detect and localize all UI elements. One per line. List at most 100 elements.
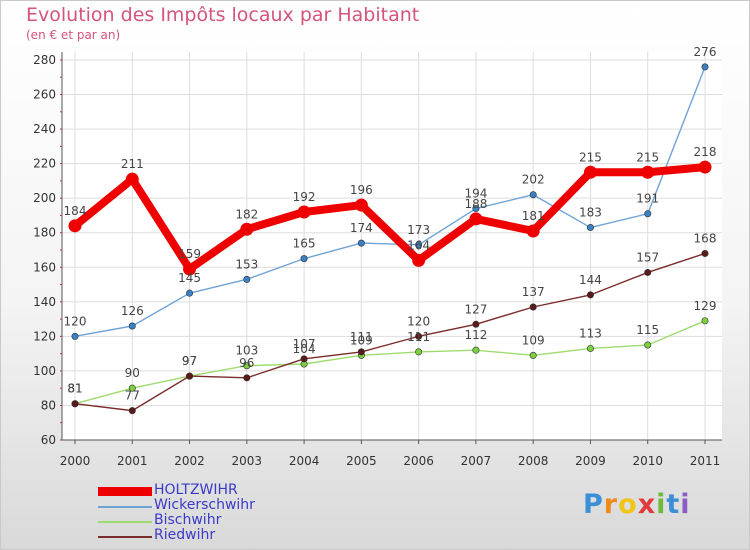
x-tick-label: 2003 <box>232 454 263 468</box>
data-point-riedwihr <box>357 348 365 356</box>
data-label-riedwihr: 127 <box>464 302 487 316</box>
data-label-holtzwihr: 181 <box>522 209 545 223</box>
data-label-bischwihr: 103 <box>235 344 258 358</box>
data-point-holtzwihr <box>297 205 311 219</box>
y-tick-label: 60 <box>41 433 56 447</box>
y-tick-label: 140 <box>33 295 56 309</box>
chart-subtitle: (en € et par an) <box>26 28 121 42</box>
data-point-bischwihr <box>644 341 652 349</box>
legend-swatch-holtzwihr <box>98 487 152 496</box>
data-point-holtzwihr <box>125 172 139 186</box>
data-label-bischwihr: 129 <box>694 299 717 313</box>
logo-letter: i <box>680 489 691 520</box>
data-label-wickerschwihr: 194 <box>464 187 487 201</box>
legend-swatch-bischwihr <box>98 521 152 523</box>
x-tick-label: 2001 <box>117 454 148 468</box>
legend-item-holtzwihr[interactable]: HOLTZWIHR <box>98 482 318 499</box>
data-point-wickerschwihr <box>472 205 480 213</box>
data-label-holtzwihr: 182 <box>235 207 258 221</box>
data-label-bischwihr: 113 <box>579 326 602 340</box>
data-label-holtzwihr: 159 <box>178 247 201 261</box>
data-label-holtzwihr: 192 <box>293 190 316 204</box>
data-point-riedwihr <box>186 372 194 380</box>
data-point-riedwihr <box>415 332 423 340</box>
data-label-wickerschwihr: 120 <box>64 314 87 328</box>
data-label-bischwihr: 109 <box>350 333 373 347</box>
legend-item-bischwihr[interactable]: Bischwihr <box>98 512 318 529</box>
data-point-holtzwihr <box>698 160 712 174</box>
x-tick-label: 2009 <box>575 454 606 468</box>
data-label-riedwihr: 168 <box>694 231 717 245</box>
data-point-riedwihr <box>644 268 652 276</box>
data-label-riedwihr: 144 <box>579 273 602 287</box>
legend-swatch-wickerschwihr <box>98 506 152 508</box>
data-point-riedwihr <box>529 303 537 311</box>
data-point-bischwihr <box>415 348 423 356</box>
data-point-bischwihr <box>243 362 251 370</box>
data-point-riedwihr <box>243 374 251 382</box>
data-label-riedwihr: 107 <box>293 337 316 351</box>
proxiti-logo: Proxiti <box>583 489 691 520</box>
logo-letter: i <box>656 489 667 520</box>
y-tick-label: 280 <box>33 53 56 67</box>
series-line-holtzwihr <box>71 163 709 273</box>
data-label-riedwihr: 157 <box>636 250 659 264</box>
data-label-wickerschwihr: 145 <box>178 271 201 285</box>
series-line-wickerschwihr <box>74 66 706 338</box>
data-label-bischwihr: 90 <box>125 366 140 380</box>
data-label-riedwihr: 77 <box>125 389 140 403</box>
data-point-riedwihr <box>128 407 136 415</box>
data-point-wickerschwihr <box>186 289 194 297</box>
logo-letter: P <box>583 489 604 520</box>
data-point-wickerschwihr <box>415 241 423 249</box>
data-point-holtzwihr <box>583 165 597 179</box>
x-tick-label: 2008 <box>518 454 549 468</box>
series-line-bischwihr <box>74 320 706 405</box>
data-point-holtzwihr <box>354 198 368 212</box>
data-point-holtzwihr <box>183 262 197 276</box>
logo-letter: t <box>666 489 681 520</box>
data-point-holtzwihr <box>68 219 82 233</box>
y-tick-label: 260 <box>33 88 56 102</box>
data-point-wickerschwihr <box>644 210 652 218</box>
x-tick-label: 2006 <box>403 454 434 468</box>
data-label-riedwihr: 137 <box>522 285 545 299</box>
data-label-wickerschwihr: 202 <box>522 173 545 187</box>
x-tick-label: 2002 <box>174 454 205 468</box>
x-tick-label: 2010 <box>632 454 663 468</box>
data-point-riedwihr <box>701 249 709 257</box>
data-label-riedwihr: 81 <box>67 382 82 396</box>
data-label-wickerschwihr: 174 <box>350 221 373 235</box>
data-point-wickerschwihr <box>71 332 79 340</box>
chart-title: Evolution des Impôts locaux par Habitant <box>26 4 420 26</box>
y-tick-label: 240 <box>33 122 56 136</box>
legend-item-wickerschwihr[interactable]: Wickerschwihr <box>98 497 318 514</box>
data-label-holtzwihr: 211 <box>121 157 144 171</box>
legend-label: Wickerschwihr <box>154 497 255 513</box>
data-label-holtzwihr: 188 <box>464 197 487 211</box>
data-point-bischwihr <box>472 346 480 354</box>
legend-label: Bischwihr <box>154 512 222 528</box>
data-point-riedwihr <box>71 400 79 408</box>
data-point-wickerschwihr <box>357 239 365 247</box>
y-tick-label: 180 <box>33 226 56 240</box>
x-tick-label: 2005 <box>346 454 377 468</box>
legend-swatch-riedwihr <box>98 536 152 538</box>
data-label-wickerschwihr: 191 <box>636 192 659 206</box>
legend-item-riedwihr[interactable]: Riedwihr <box>98 527 318 544</box>
data-point-riedwihr <box>586 291 594 299</box>
data-point-holtzwihr <box>240 222 254 236</box>
data-point-riedwihr <box>472 320 480 328</box>
data-point-holtzwihr <box>526 224 540 238</box>
data-label-bischwihr: 104 <box>293 342 316 356</box>
data-label-holtzwihr: 215 <box>636 150 659 164</box>
data-label-bischwihr: 111 <box>407 330 430 344</box>
data-label-holtzwihr: 218 <box>694 145 717 159</box>
data-point-holtzwihr <box>641 165 655 179</box>
data-label-wickerschwihr: 165 <box>293 237 316 251</box>
data-label-holtzwihr: 184 <box>64 204 87 218</box>
data-point-wickerschwihr <box>529 191 537 199</box>
y-tick-label: 100 <box>33 364 56 378</box>
data-label-bischwihr: 112 <box>464 328 487 342</box>
